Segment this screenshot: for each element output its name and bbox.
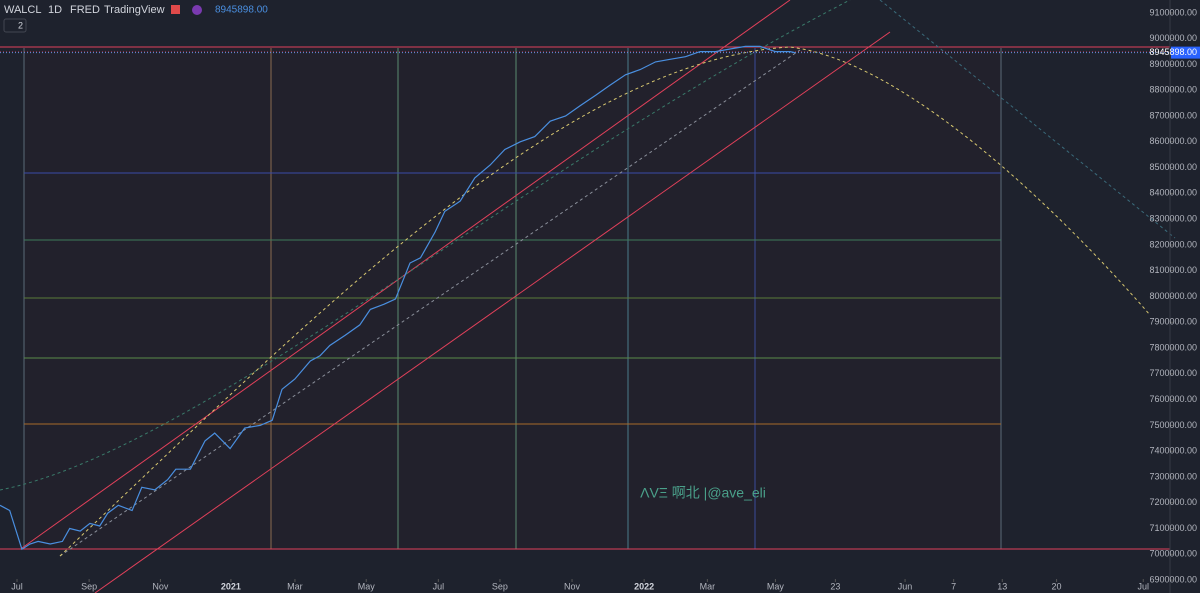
x-tick-label: Nov — [152, 581, 169, 591]
x-tick-label: May — [767, 581, 785, 591]
arc — [59, 46, 1151, 557]
x-tick-label: Mar — [287, 581, 303, 591]
y-tick-label: 7700000.00 — [1149, 368, 1197, 378]
x-tick-label: Nov — [564, 581, 581, 591]
y-tick-label: 8200000.00 — [1149, 239, 1197, 249]
platform: TradingView — [104, 4, 165, 16]
y-tick-label: 6900000.00 — [1149, 574, 1197, 584]
x-tick-label: Jul — [1138, 581, 1150, 591]
y-tick-label: 8800000.00 — [1149, 85, 1197, 95]
y-tick-label: 8700000.00 — [1149, 110, 1197, 120]
x-tick-label: 2022 — [634, 581, 654, 591]
x-tick-label: Jul — [11, 581, 23, 591]
last-label: 8945898.00 — [1149, 47, 1197, 57]
y-tick-label: 8900000.00 — [1149, 59, 1197, 69]
y-tick-label: 7800000.00 — [1149, 342, 1197, 352]
symbol: WALCL — [4, 4, 42, 16]
last-badge — [1171, 46, 1200, 59]
x-tick-label: Sep — [81, 581, 97, 591]
icon[interactable] — [192, 5, 202, 15]
x-tick-label: 23 — [830, 581, 840, 591]
last-value: 8945898.00 — [215, 5, 268, 16]
count: 2 — [18, 20, 23, 30]
y-tick-label: 9000000.00 — [1149, 33, 1197, 43]
collapse-button[interactable] — [3, 18, 27, 33]
y-tick-label: 8500000.00 — [1149, 162, 1197, 172]
y-tick-label: 8600000.00 — [1149, 136, 1197, 146]
x-tick-label: 7 — [951, 581, 956, 591]
y-tick-label: 8400000.00 — [1149, 188, 1197, 198]
y-tick-label: 8000000.00 — [1149, 291, 1197, 301]
y-tick-label: 7200000.00 — [1149, 497, 1197, 507]
source: FRED — [70, 4, 100, 16]
flag-icon[interactable] — [171, 5, 180, 14]
y-tick-label: 9100000.00 — [1149, 7, 1197, 17]
y-tick-label: 7500000.00 — [1149, 420, 1197, 430]
x-tick-label: Mar — [700, 581, 716, 591]
x-tick-label: Jul — [433, 581, 445, 591]
y-tick-label: 7600000.00 — [1149, 394, 1197, 404]
y-tick-label: 7300000.00 — [1149, 471, 1197, 481]
y-tick-label: 7000000.00 — [1149, 549, 1197, 559]
x-tick-label: Sep — [492, 581, 508, 591]
x-tick-label: Jun — [898, 581, 913, 591]
interval: 1D — [48, 4, 62, 16]
y-tick-label: 7400000.00 — [1149, 446, 1197, 456]
x-tick-label: 20 — [1052, 581, 1062, 591]
y-tick-label: 7900000.00 — [1149, 317, 1197, 327]
x-tick-label: May — [358, 581, 376, 591]
arc — [0, 0, 851, 491]
x-tick-label: 13 — [997, 581, 1007, 591]
y-tick-label: 8300000.00 — [1149, 214, 1197, 224]
channel-lower — [94, 31, 891, 593]
y-tick-label: 8100000.00 — [1149, 265, 1197, 275]
x-tick-label: 2021 — [221, 581, 241, 591]
line-series — [0, 45, 796, 551]
y-tick-label: 7100000.00 — [1149, 523, 1197, 533]
watermark: ΛVΞ 啊北 |@ave_eli — [640, 485, 766, 501]
